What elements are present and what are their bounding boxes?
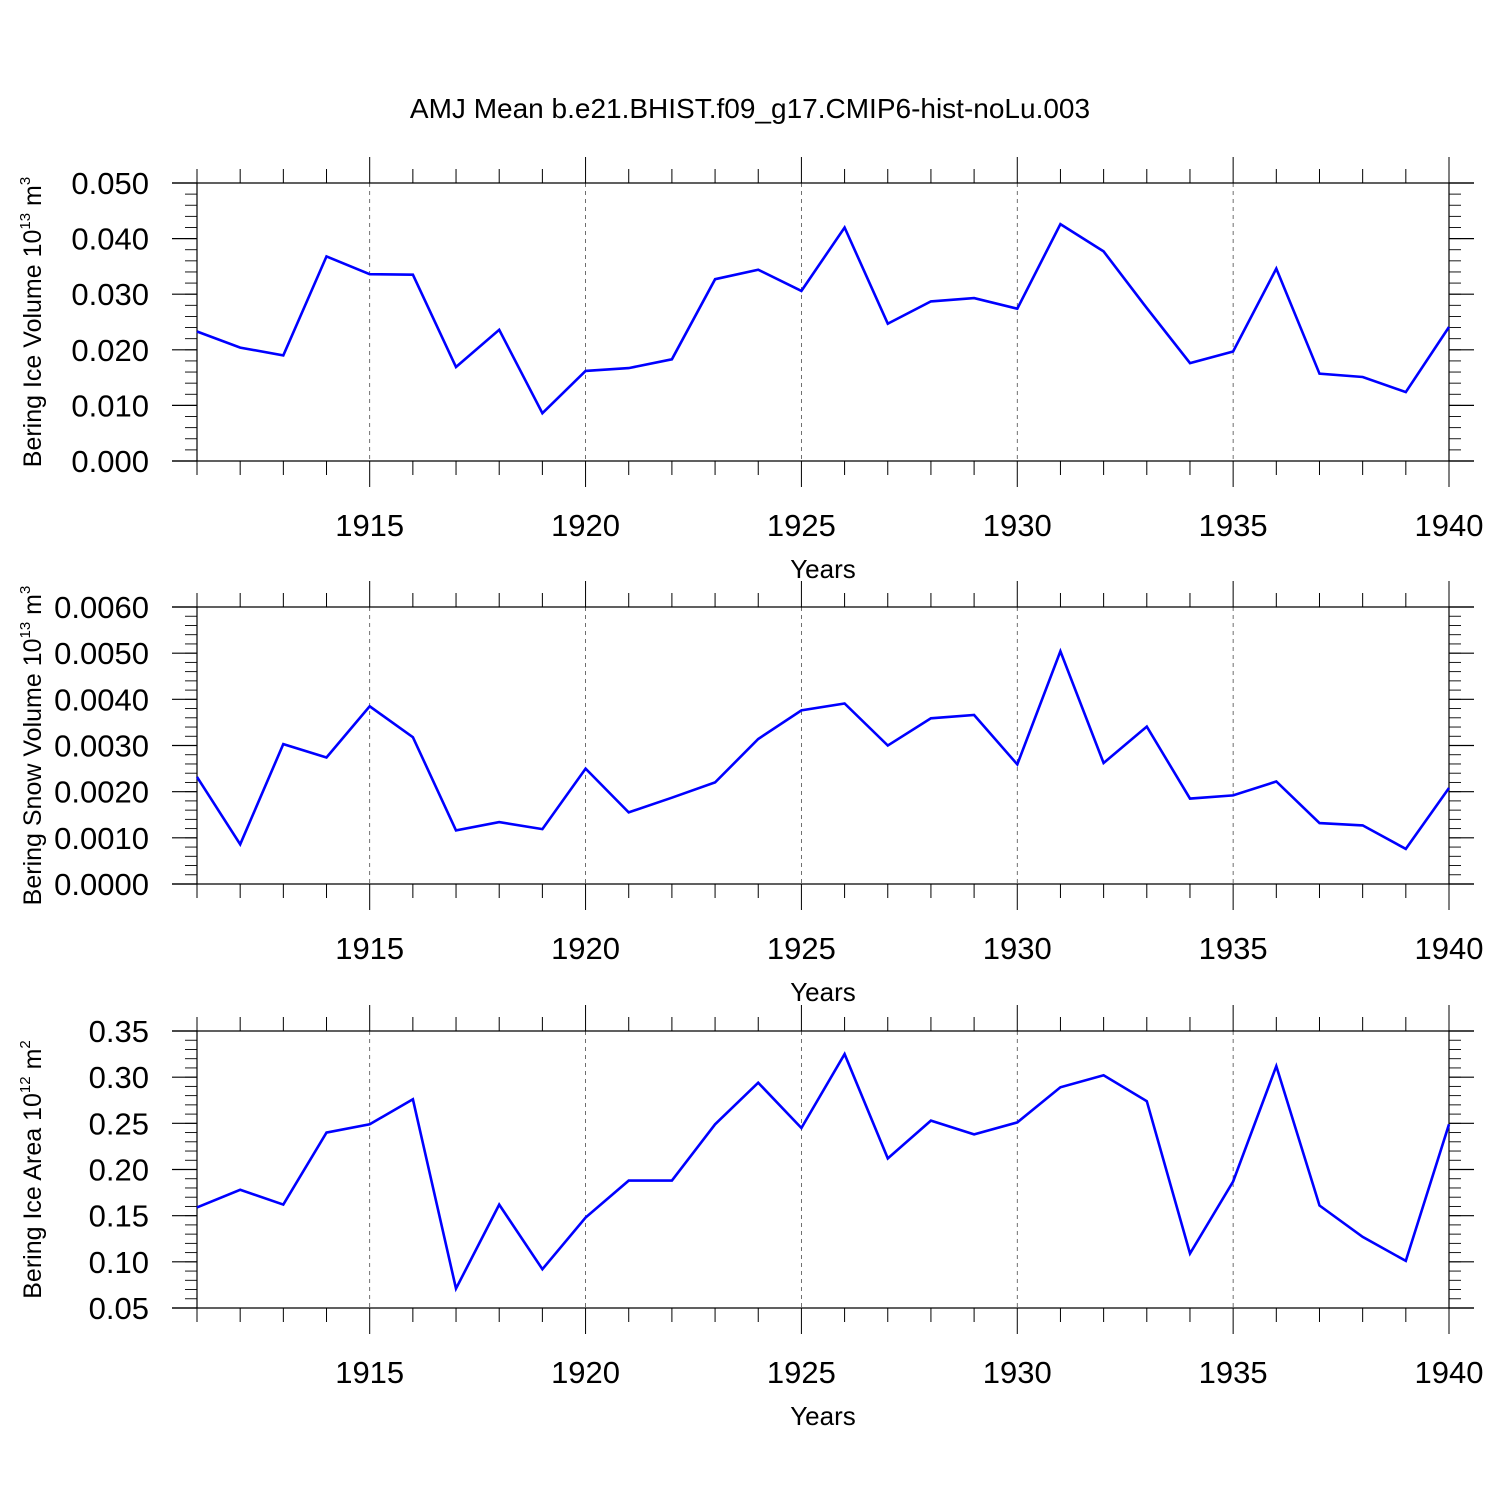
chart-panel-2: 0.0000 0.0010 0.0020 0.0030 0.0040 0.0050 0.00… — [17, 581, 1483, 1007]
y-tick-label: 0.0020 — [54, 775, 149, 810]
chart-panel-3: 0.05 0.10 0.15 0.20 0.25 0.30 0.35 1915 1920 1925… — [17, 1005, 1483, 1431]
y-axis-label: Bering Snow Volume 1013 m3 — [17, 586, 47, 906]
y-tick-label: 0.20 — [89, 1153, 149, 1188]
x-tick-label: 1915 — [335, 1355, 404, 1390]
x-axis-label: Years — [790, 554, 856, 584]
y-tick-label: 0.030 — [71, 277, 149, 312]
series-line — [196, 1051, 1451, 1293]
y-tick-label: 0.10 — [89, 1245, 149, 1280]
series-line — [195, 647, 1451, 851]
x-tick-label: 1940 — [1415, 931, 1484, 966]
y-tick-label: 0.0060 — [54, 590, 149, 625]
y-tick-label: 0.0000 — [54, 867, 149, 902]
x-tick-label: 1920 — [551, 508, 620, 543]
x-tick-label: 1925 — [767, 508, 836, 543]
figure-title: AMJ Mean b.e21.BHIST.f09_g17.CMIP6-hist-… — [410, 93, 1090, 124]
x-tick-label: 1930 — [983, 1355, 1052, 1390]
x-tick-label: 1915 — [335, 931, 404, 966]
x-tick-label: 1930 — [983, 508, 1052, 543]
x-tick-label: 1920 — [551, 931, 620, 966]
y-tick-label: 0.25 — [89, 1106, 149, 1141]
y-tick-label: 0.010 — [71, 388, 149, 423]
y-tick-label: 0.15 — [89, 1199, 149, 1234]
x-tick-label: 1920 — [551, 1355, 620, 1390]
y-axis-label: Bering Ice Area 1012 m2 — [17, 1040, 47, 1299]
y-axis-label: Bering Ice Volume 1013 m3 — [17, 177, 47, 467]
x-tick-label: 1925 — [767, 931, 836, 966]
y-tick-label: 0.000 — [71, 444, 149, 479]
y-tick-label: 0.0050 — [54, 636, 149, 671]
y-tick-label: 0.05 — [89, 1291, 149, 1326]
x-tick-label: 1925 — [767, 1355, 836, 1390]
series-line — [196, 222, 1451, 416]
x-tick-label: 1935 — [1199, 508, 1268, 543]
panels: 0.000 0.010 0.020 0.030 0.040 0.050 1915 1920 19… — [17, 157, 1483, 1431]
x-axis-label: Years — [790, 977, 856, 1007]
y-tick-label: 0.040 — [71, 222, 149, 257]
x-tick-label: 1940 — [1415, 508, 1484, 543]
y-tick-label: 0.050 — [71, 166, 149, 201]
x-tick-label: 1935 — [1199, 1355, 1268, 1390]
y-tick-label: 0.0030 — [54, 729, 149, 764]
x-tick-label: 1915 — [335, 508, 404, 543]
x-tick-label: 1940 — [1415, 1355, 1484, 1390]
y-tick-label: 0.020 — [71, 333, 149, 368]
y-tick-label: 0.35 — [89, 1014, 149, 1049]
y-tick-label: 0.30 — [89, 1060, 149, 1095]
y-tick-label: 0.0040 — [54, 682, 149, 717]
x-tick-label: 1930 — [983, 931, 1052, 966]
x-tick-label: 1935 — [1199, 931, 1268, 966]
chart-panel-1: 0.000 0.010 0.020 0.030 0.040 0.050 1915 1920 19… — [17, 157, 1483, 584]
y-tick-label: 0.0010 — [54, 821, 149, 856]
x-axis-label: Years — [790, 1401, 856, 1431]
